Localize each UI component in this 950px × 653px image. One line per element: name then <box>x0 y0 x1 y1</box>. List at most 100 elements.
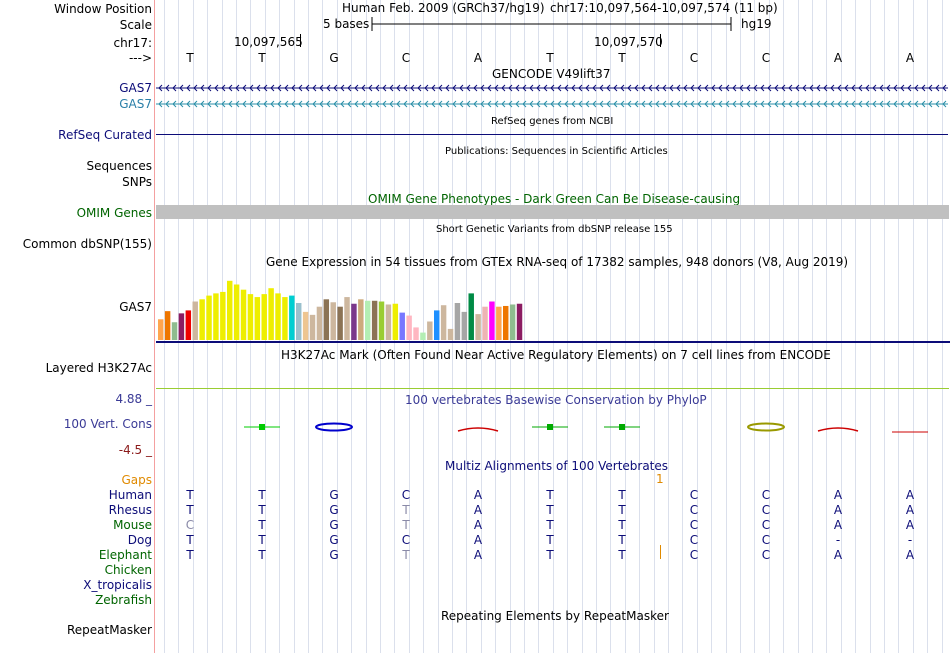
gtex-tissue-bar[interactable] <box>475 314 481 340</box>
snps-label[interactable]: SNPs <box>122 175 152 189</box>
refseq-curated-label[interactable]: RefSeq Curated <box>58 128 152 142</box>
species-human-label[interactable]: Human <box>108 488 152 502</box>
repeatmasker-label[interactable]: RepeatMasker <box>66 623 152 637</box>
gtex-tissue-bar[interactable] <box>233 284 240 341</box>
h3k27ac-signal[interactable] <box>156 388 949 389</box>
strand-chevron <box>739 84 744 92</box>
layered-h3k27ac-label[interactable]: Layered H3K27Ac <box>45 361 152 375</box>
gtex-tissue-bar[interactable] <box>164 311 171 340</box>
gtex-tissue-bar[interactable] <box>192 301 198 340</box>
alignment-base: A <box>473 488 483 502</box>
gtex-tissue-bar[interactable] <box>302 311 309 340</box>
scale-label[interactable]: Scale <box>119 18 152 32</box>
gtex-tissue-bar[interactable] <box>365 300 371 340</box>
gtex-tissue-bar[interactable] <box>275 293 281 340</box>
strand-chevron <box>942 84 947 92</box>
gtex-tissue-bar[interactable] <box>413 327 419 340</box>
gas7-gtex-label[interactable]: GAS7 <box>119 300 152 314</box>
repeatmasker-title: Repeating Elements by RepeatMasker <box>441 609 669 623</box>
gtex-tissue-bar[interactable] <box>468 293 474 340</box>
strand-label[interactable]: ---> <box>128 51 152 65</box>
gtex-tissue-bar[interactable] <box>434 310 440 340</box>
gtex-tissue-bar[interactable] <box>378 301 385 340</box>
gtex-bar-chart[interactable] <box>156 266 950 344</box>
gtex-tissue-bar[interactable] <box>323 299 330 340</box>
gtex-tissue-bar[interactable] <box>337 306 343 340</box>
gas7-gene-models[interactable] <box>156 82 948 108</box>
gtex-tissue-bar[interactable] <box>420 332 426 340</box>
gtex-tissue-bar[interactable] <box>358 299 364 340</box>
strand-chevron <box>872 100 877 108</box>
gtex-tissue-bar[interactable] <box>509 304 516 340</box>
gtex-tissue-bar[interactable] <box>206 295 212 340</box>
strand-chevron <box>193 100 198 108</box>
vert-cons-label[interactable]: 100 Vert. Cons <box>63 417 152 431</box>
gtex-tissue-bar[interactable] <box>296 303 302 340</box>
gtex-tissue-bar[interactable] <box>158 319 164 340</box>
gtex-tissue-bar[interactable] <box>516 303 523 340</box>
species-xtropicalis-label[interactable]: X_tropicalis <box>83 578 152 592</box>
species-rhesus-label[interactable]: Rhesus <box>108 503 152 517</box>
common-dbsnp-label[interactable]: Common dbSNP(155) <box>22 237 152 251</box>
ruler-base: C <box>401 51 411 65</box>
gtex-tissue-bar[interactable] <box>268 288 274 340</box>
gtex-tissue-bar[interactable] <box>282 297 288 340</box>
gtex-tissue-bar[interactable] <box>316 306 323 340</box>
gtex-tissue-bar[interactable] <box>461 311 468 340</box>
gtex-tissue-bar[interactable] <box>392 303 399 340</box>
strand-chevron <box>928 84 933 92</box>
strand-chevron <box>319 84 324 92</box>
gtex-tissue-bar[interactable] <box>496 306 502 340</box>
gtex-tissue-bar[interactable] <box>185 310 192 340</box>
gtex-tissue-bar[interactable] <box>371 300 378 340</box>
gas7-gencode-label-b[interactable]: GAS7 <box>119 97 152 111</box>
gtex-tissue-bar[interactable] <box>330 302 336 340</box>
omim-bar[interactable] <box>156 205 949 219</box>
gtex-tissue-bar[interactable] <box>227 280 233 340</box>
gtex-tissue-bar[interactable] <box>351 303 357 340</box>
gtex-tissue-bar[interactable] <box>447 328 454 340</box>
omim-genes-label[interactable]: OMIM Genes <box>76 206 152 220</box>
strand-chevron <box>333 84 338 92</box>
refseq-line[interactable] <box>156 134 948 135</box>
gas7-gencode-label-a[interactable]: GAS7 <box>119 81 152 95</box>
gtex-tissue-bar[interactable] <box>213 293 219 340</box>
strand-chevron <box>921 84 926 92</box>
gtex-tissue-bar[interactable] <box>440 305 447 340</box>
strand-chevron <box>669 84 674 92</box>
ruler-base: G <box>329 51 339 65</box>
species-chicken-label[interactable]: Chicken <box>104 563 152 577</box>
gtex-tissue-bar[interactable] <box>399 312 405 340</box>
sequences-label[interactable]: Sequences <box>86 159 152 173</box>
gaps-label[interactable]: Gaps <box>121 473 152 487</box>
gtex-tissue-bar[interactable] <box>178 313 185 340</box>
species-elephant-label[interactable]: Elephant <box>98 548 152 562</box>
gtex-tissue-bar[interactable] <box>171 322 178 340</box>
gtex-tissue-bar[interactable] <box>240 289 247 340</box>
strand-chevron <box>865 100 870 108</box>
gtex-tissue-bar[interactable] <box>247 294 254 340</box>
species-mouse-label[interactable]: Mouse <box>113 518 152 532</box>
species-zebrafish-label[interactable]: Zebrafish <box>95 593 152 607</box>
strand-chevron <box>571 84 576 92</box>
chrom-label[interactable]: chr17: <box>113 36 152 50</box>
window-position-label[interactable]: Window Position <box>54 2 152 16</box>
gtex-tissue-bar[interactable] <box>427 321 433 341</box>
gtex-tissue-bar[interactable] <box>199 299 205 340</box>
gtex-tissue-bar[interactable] <box>309 314 316 340</box>
strand-chevron <box>515 100 520 108</box>
gtex-tissue-bar[interactable] <box>385 304 392 340</box>
phylop-logo[interactable] <box>156 415 950 439</box>
scale-db: hg19 <box>741 17 772 31</box>
gtex-tissue-bar[interactable] <box>503 305 509 340</box>
gtex-tissue-bar[interactable] <box>254 297 261 340</box>
gtex-tissue-bar[interactable] <box>220 291 226 340</box>
species-dog-label[interactable]: Dog <box>127 533 152 547</box>
gtex-tissue-bar[interactable] <box>344 297 350 340</box>
gtex-tissue-bar[interactable] <box>454 303 461 340</box>
gtex-tissue-bar[interactable] <box>406 315 412 340</box>
gtex-tissue-bar[interactable] <box>489 301 495 340</box>
gtex-tissue-bar[interactable] <box>482 306 488 340</box>
gtex-tissue-bar[interactable] <box>289 295 295 340</box>
gtex-tissue-bar[interactable] <box>261 294 267 340</box>
